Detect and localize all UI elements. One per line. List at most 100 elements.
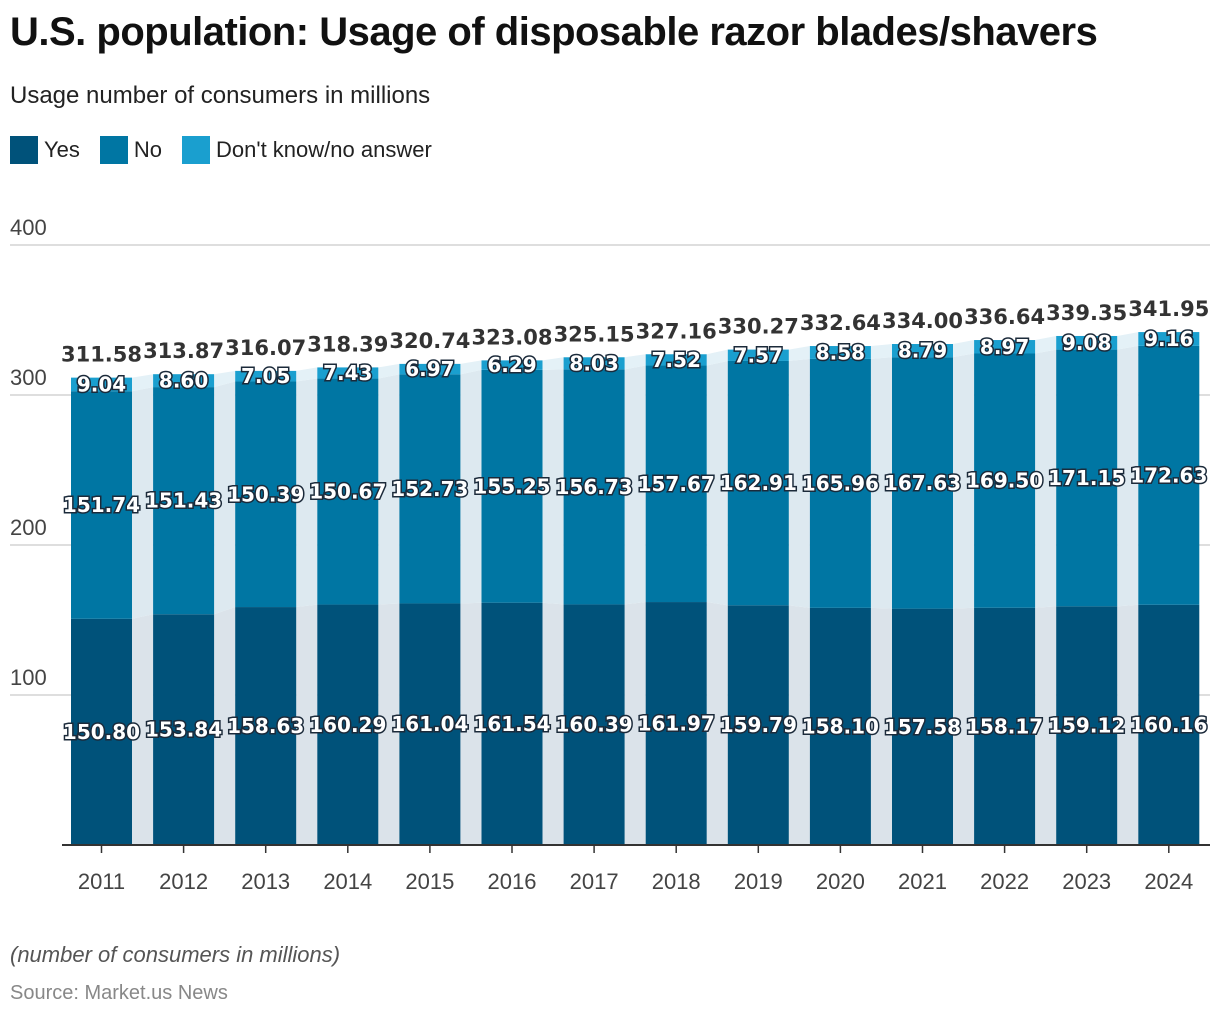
connector-no-2015 — [460, 369, 482, 604]
total-label-2021: 334.00 — [882, 309, 963, 333]
bar-dont-know-2023 — [1056, 335, 1118, 350]
total-label-2012: 313.87 — [143, 339, 224, 363]
chart-subtitle: Usage number of consumers in millions — [10, 82, 431, 109]
legend-label-yes: Yes — [44, 137, 80, 162]
value-label-yes-2017: 160.39 — [556, 713, 633, 737]
connector-dont-know-2015 — [460, 360, 482, 375]
bar-yes-2013 — [235, 607, 297, 845]
connector-yes-2014 — [378, 603, 400, 845]
bar-dont-know-2018 — [645, 354, 707, 366]
value-label-dont-know-2011: 9.04 — [77, 372, 126, 396]
x-tick-label-2012: 2012 — [159, 869, 208, 894]
value-label-yes-2021: 157.58 — [884, 715, 961, 739]
bar-dont-know-2024 — [1138, 332, 1200, 346]
legend-label-no: No — [133, 137, 163, 162]
connector-yes-2017 — [624, 602, 646, 845]
value-label-dont-know-2019: 7.57 — [734, 343, 783, 367]
x-tick-label-2020: 2020 — [816, 869, 865, 894]
value-label-yes-2020: 158.10 — [802, 714, 879, 738]
value-label-dont-know-2018: 7.52 — [652, 348, 701, 372]
legend: Yes No Don't know/no answer — [10, 136, 452, 164]
connector-yes-2013 — [296, 604, 318, 845]
connector-dont-know-2023 — [1117, 332, 1139, 350]
value-label-dont-know-2015: 6.97 — [405, 357, 454, 381]
bar-dont-know-2013 — [235, 370, 297, 382]
connector-dont-know-2018 — [706, 349, 728, 366]
connector-no-2012 — [214, 381, 236, 615]
bar-no-2014 — [317, 378, 379, 605]
value-label-no-2020: 165.96 — [802, 471, 879, 495]
total-label-2023: 339.35 — [1046, 301, 1127, 325]
connector-yes-2019 — [788, 605, 810, 845]
bar-no-2012 — [153, 387, 215, 615]
value-label-no-2024: 172.63 — [1130, 463, 1207, 487]
bar-yes-2022 — [974, 607, 1036, 845]
bar-dont-know-2019 — [727, 349, 789, 361]
value-label-no-2017: 156.73 — [556, 475, 633, 499]
connector-yes-2022 — [1035, 606, 1057, 845]
total-label-2019: 330.27 — [718, 315, 799, 339]
x-tick-label-2022: 2022 — [980, 869, 1029, 894]
connector-yes-2015 — [460, 602, 482, 845]
total-label-2017: 325.15 — [554, 322, 635, 346]
bar-dont-know-2016 — [481, 360, 543, 370]
total-label-2014: 318.39 — [307, 332, 388, 356]
value-label-dont-know-2013: 7.05 — [241, 364, 290, 388]
connector-no-2021 — [953, 353, 975, 609]
bar-dont-know-2020 — [809, 346, 871, 359]
bar-dont-know-2015 — [399, 363, 461, 375]
bar-yes-2016 — [481, 602, 543, 845]
value-label-dont-know-2022: 8.97 — [980, 335, 1029, 359]
connector-dont-know-2012 — [214, 370, 236, 388]
bar-dont-know-2022 — [974, 340, 1036, 354]
connector-dont-know-2011 — [132, 374, 154, 392]
legend-swatch-dont-know — [182, 136, 211, 164]
connector-no-2023 — [1117, 345, 1139, 607]
connector-yes-2021 — [953, 607, 975, 845]
x-tick-label-2014: 2014 — [323, 869, 372, 894]
legend-item-dont-know: Don't know/no answer — [182, 136, 432, 164]
connector-dont-know-2017 — [624, 354, 646, 370]
connector-dont-know-2016 — [542, 357, 564, 370]
y-tick-label-300: 300 — [10, 365, 47, 390]
bar-dont-know-2017 — [563, 357, 625, 370]
value-label-no-2015: 152.73 — [391, 477, 468, 501]
connector-no-2022 — [1035, 349, 1057, 608]
value-label-yes-2016: 161.54 — [473, 712, 550, 736]
bar-yes-2012 — [153, 614, 215, 845]
connector-yes-2016 — [542, 602, 564, 845]
x-tick-label-2018: 2018 — [652, 869, 701, 894]
bar-no-2018 — [645, 365, 707, 603]
bar-no-2022 — [974, 353, 1036, 608]
bar-no-2017 — [563, 369, 625, 605]
value-label-no-2021: 167.63 — [884, 471, 961, 495]
value-label-dont-know-2017: 8.03 — [569, 351, 618, 375]
x-tick-label-2021: 2021 — [898, 869, 947, 894]
value-label-dont-know-2016: 6.29 — [487, 353, 536, 377]
total-label-2015: 320.74 — [389, 329, 470, 353]
bar-no-2024 — [1138, 345, 1200, 605]
value-label-yes-2019: 159.79 — [720, 713, 797, 737]
value-label-dont-know-2023: 9.08 — [1062, 331, 1111, 355]
value-label-dont-know-2012: 8.60 — [159, 369, 208, 393]
bar-no-2011 — [71, 391, 132, 619]
value-label-yes-2023: 159.12 — [1048, 714, 1125, 738]
value-label-no-2016: 155.25 — [473, 474, 550, 498]
bar-yes-2024 — [1138, 604, 1200, 845]
bar-yes-2019 — [727, 605, 789, 845]
y-tick-label-400: 400 — [10, 215, 47, 240]
chart-note: (number of consumers in millions) — [10, 942, 341, 967]
bar-yes-2014 — [317, 604, 379, 845]
connector-dont-know-2022 — [1035, 335, 1057, 354]
bar-no-2016 — [481, 369, 543, 603]
connector-dont-know-2013 — [296, 367, 318, 382]
bar-yes-2015 — [399, 603, 461, 845]
value-label-dont-know-2014: 7.43 — [323, 361, 372, 385]
bar-yes-2011 — [71, 618, 132, 845]
value-label-no-2012: 151.43 — [145, 489, 222, 513]
bar-no-2021 — [892, 357, 953, 609]
connector-yes-2018 — [706, 602, 728, 845]
bar-dont-know-2014 — [317, 367, 379, 379]
value-label-yes-2018: 161.97 — [638, 712, 715, 736]
